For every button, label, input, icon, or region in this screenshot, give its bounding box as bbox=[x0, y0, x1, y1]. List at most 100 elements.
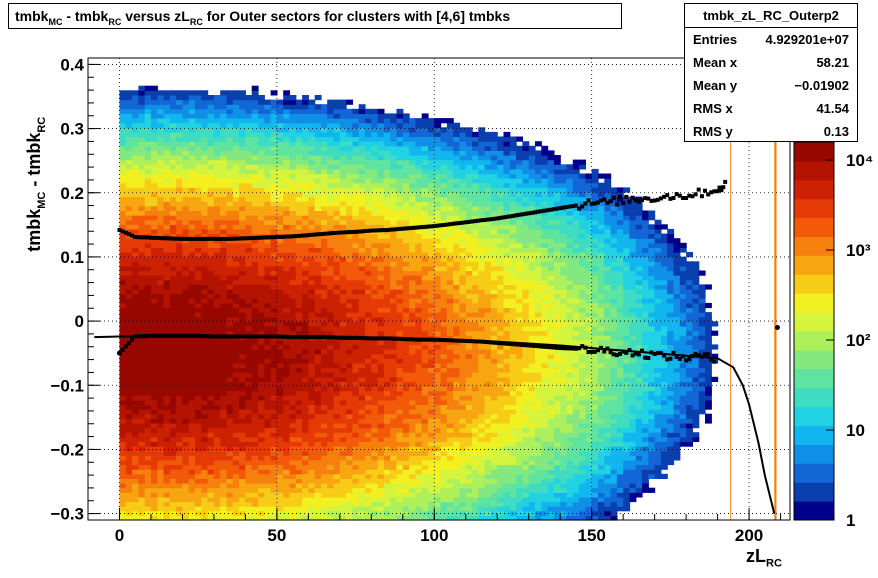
heat-cell bbox=[308, 145, 316, 151]
heat-cell bbox=[321, 418, 328, 424]
heat-cell bbox=[169, 339, 177, 345]
heat-cell bbox=[188, 372, 196, 378]
heat-cell bbox=[446, 510, 454, 516]
heat-cell bbox=[453, 459, 461, 466]
heat-cell bbox=[402, 284, 410, 290]
heat-cell bbox=[321, 326, 328, 332]
heat-cell bbox=[377, 265, 385, 272]
heat-cell bbox=[358, 404, 366, 410]
heat-cell bbox=[314, 427, 322, 433]
heat-cell bbox=[258, 353, 265, 359]
heat-cell bbox=[339, 478, 347, 484]
heat-cell bbox=[459, 289, 467, 295]
heat-cell bbox=[182, 219, 190, 225]
heat-cell bbox=[453, 131, 461, 138]
heat-cell bbox=[371, 113, 379, 119]
heat-cell bbox=[220, 441, 228, 447]
heat-cell bbox=[358, 436, 366, 442]
heat-cell bbox=[119, 275, 127, 281]
heat-cell bbox=[132, 178, 139, 184]
heat-cell bbox=[188, 224, 196, 230]
heat-cell bbox=[289, 247, 297, 253]
heat-cell bbox=[144, 224, 152, 230]
heat-cell bbox=[383, 136, 391, 142]
heat-cell bbox=[383, 349, 391, 355]
heat-cell bbox=[396, 187, 404, 193]
heat-cell bbox=[327, 496, 335, 503]
heat-cell bbox=[390, 141, 398, 147]
heat-cell bbox=[132, 404, 139, 410]
heat-cell bbox=[258, 321, 265, 327]
heat-cell bbox=[308, 353, 316, 359]
heat-cell bbox=[125, 478, 133, 484]
heat-cell bbox=[396, 473, 404, 479]
heat-cell bbox=[245, 450, 253, 456]
heat-cell bbox=[132, 515, 139, 521]
heat-cell bbox=[276, 464, 284, 470]
heat-cell bbox=[169, 196, 177, 202]
heat-cell bbox=[201, 127, 209, 133]
heat-cell bbox=[358, 265, 366, 272]
heat-cell bbox=[352, 409, 360, 415]
heat-cell bbox=[163, 284, 171, 290]
heat-cell bbox=[239, 164, 246, 170]
heat-cell bbox=[421, 353, 429, 359]
heat-cell bbox=[371, 261, 379, 267]
heat-cell bbox=[314, 215, 322, 221]
heat-cell bbox=[195, 289, 202, 295]
heat-cell bbox=[251, 201, 259, 207]
heat-cell bbox=[428, 256, 435, 262]
heat-cell bbox=[283, 182, 291, 188]
heat-cell bbox=[270, 293, 278, 299]
heat-cell bbox=[377, 483, 385, 489]
heat-cell bbox=[138, 316, 146, 322]
heat-cell bbox=[226, 450, 234, 456]
heat-cell bbox=[239, 215, 246, 221]
heat-cell bbox=[226, 330, 234, 336]
heat-cell bbox=[358, 275, 366, 281]
heat-cell bbox=[258, 367, 265, 373]
heat-cell bbox=[352, 122, 360, 128]
heat-cell bbox=[163, 168, 171, 175]
heat-cell bbox=[239, 501, 246, 507]
heat-cell bbox=[327, 455, 335, 461]
heat-cell bbox=[220, 404, 228, 410]
heat-cell bbox=[352, 399, 360, 406]
heat-cell bbox=[226, 99, 234, 105]
heat-cell bbox=[169, 381, 177, 387]
heat-cell bbox=[402, 159, 410, 165]
heat-cell bbox=[402, 330, 410, 336]
heat-cell bbox=[302, 436, 309, 442]
heat-cell bbox=[157, 312, 165, 318]
heat-cell bbox=[283, 446, 291, 452]
heat-cell bbox=[283, 496, 291, 503]
heat-cell bbox=[239, 187, 246, 193]
heat-cell bbox=[119, 330, 127, 336]
heat-cell bbox=[239, 233, 246, 239]
heat-cell bbox=[270, 312, 278, 318]
heat-cell bbox=[321, 104, 328, 110]
heat-cell bbox=[138, 302, 146, 309]
heat-cell bbox=[283, 113, 291, 119]
heat-cell bbox=[125, 219, 133, 225]
heat-cell bbox=[302, 122, 309, 128]
heat-cell bbox=[239, 196, 246, 202]
heat-cell bbox=[138, 224, 146, 230]
heat-cell bbox=[339, 390, 347, 396]
heat-cell bbox=[289, 446, 297, 452]
heat-cell bbox=[390, 446, 398, 452]
heat-cell bbox=[163, 145, 171, 151]
heat-cell bbox=[239, 376, 246, 382]
heat-cell bbox=[163, 136, 171, 142]
heat-cell bbox=[144, 478, 152, 484]
heat-cell bbox=[415, 386, 423, 392]
heat-cell bbox=[409, 362, 416, 369]
heat-cell bbox=[346, 487, 353, 493]
heat-cell bbox=[327, 450, 335, 456]
heat-cell bbox=[453, 242, 461, 248]
heat-cell bbox=[428, 436, 435, 442]
heat-cell bbox=[188, 473, 196, 479]
heat-cell bbox=[132, 409, 139, 415]
heat-cell bbox=[283, 145, 291, 151]
heat-cell bbox=[377, 187, 385, 193]
